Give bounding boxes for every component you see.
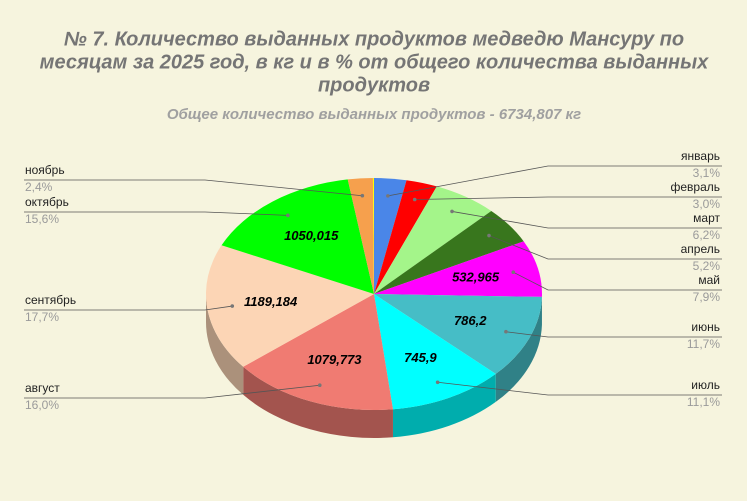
leader-line <box>513 271 722 291</box>
amount-label: 532,965 <box>452 270 500 285</box>
legend-label: май <box>698 273 720 287</box>
leader-dot <box>360 193 365 198</box>
percent-label: 3,1% <box>693 166 721 180</box>
legend-label: июль <box>691 378 720 392</box>
pie-slice <box>374 294 496 410</box>
pie-slice <box>243 294 393 410</box>
leader-line <box>505 331 722 338</box>
leader-dot <box>317 383 322 388</box>
percent-label: 5,2% <box>693 259 721 273</box>
pie-side <box>206 294 244 395</box>
percent-label: 15,6% <box>25 212 59 226</box>
pie-slice <box>372 178 374 294</box>
leader-line <box>451 211 722 229</box>
legend-label: июнь <box>691 320 720 334</box>
pie-slice <box>374 210 524 294</box>
pie-side <box>243 366 393 438</box>
percent-label: 3,0% <box>693 197 721 211</box>
legend-label: февраль <box>670 180 720 194</box>
pie-side <box>495 296 542 402</box>
leader-line <box>414 196 722 200</box>
leader-dot <box>286 213 290 218</box>
leader-line <box>24 305 233 311</box>
amount-label: 745,9 <box>404 350 437 365</box>
leader-dot <box>511 270 516 274</box>
leader-dot <box>386 194 390 198</box>
percent-label: 7,9% <box>693 290 721 304</box>
legend-label: ноябрь <box>25 163 65 177</box>
leader-line <box>24 384 320 399</box>
legend-label: январь <box>681 149 720 163</box>
pie-slice <box>221 179 374 294</box>
legend-label: октябрь <box>25 195 69 209</box>
percent-label: 11,7% <box>687 337 720 351</box>
amount-label: 1079,773 <box>307 352 362 367</box>
legend-label: март <box>693 211 720 225</box>
chart-title: № 7. Количество выданных продуктов медве… <box>64 28 684 50</box>
pie-slice <box>374 180 437 294</box>
percent-label: 11,1% <box>687 395 720 409</box>
chart-title: месяцам за 2025 год, в кг и в % от общег… <box>40 51 710 73</box>
amount-label: 786,2 <box>454 313 487 328</box>
leader-dot <box>450 209 454 214</box>
percent-label: 6,2% <box>693 228 721 242</box>
amount-label: 1050,015 <box>284 228 339 243</box>
leader-line <box>24 179 363 197</box>
pie-slice <box>374 294 542 374</box>
legend-label: август <box>25 381 60 395</box>
legend-label: сентябрь <box>25 293 76 307</box>
leader-dot <box>504 329 508 334</box>
percent-label: 16,0% <box>25 398 59 412</box>
pie-slice <box>374 241 543 297</box>
chart-subtitle: Общее количество выданных продуктов - 67… <box>167 106 581 123</box>
leader-dot <box>412 197 417 202</box>
percent-label: 2,4% <box>25 180 53 194</box>
leader-dot <box>230 304 235 308</box>
amount-label: 1189,184 <box>244 294 298 309</box>
legend-label: апрель <box>681 242 720 256</box>
pie-slice <box>206 245 374 367</box>
leader-dot <box>435 380 440 385</box>
pie-slice <box>347 178 374 294</box>
leader-dot <box>487 233 491 238</box>
leader-line <box>437 381 722 396</box>
leader-line <box>24 211 288 216</box>
percent-label: 17,7% <box>25 310 59 324</box>
pie-side <box>392 373 496 438</box>
chart-title: продуктов <box>318 74 430 96</box>
pie-slice <box>374 178 407 294</box>
leader-line <box>387 165 722 197</box>
leader-line <box>488 235 722 260</box>
